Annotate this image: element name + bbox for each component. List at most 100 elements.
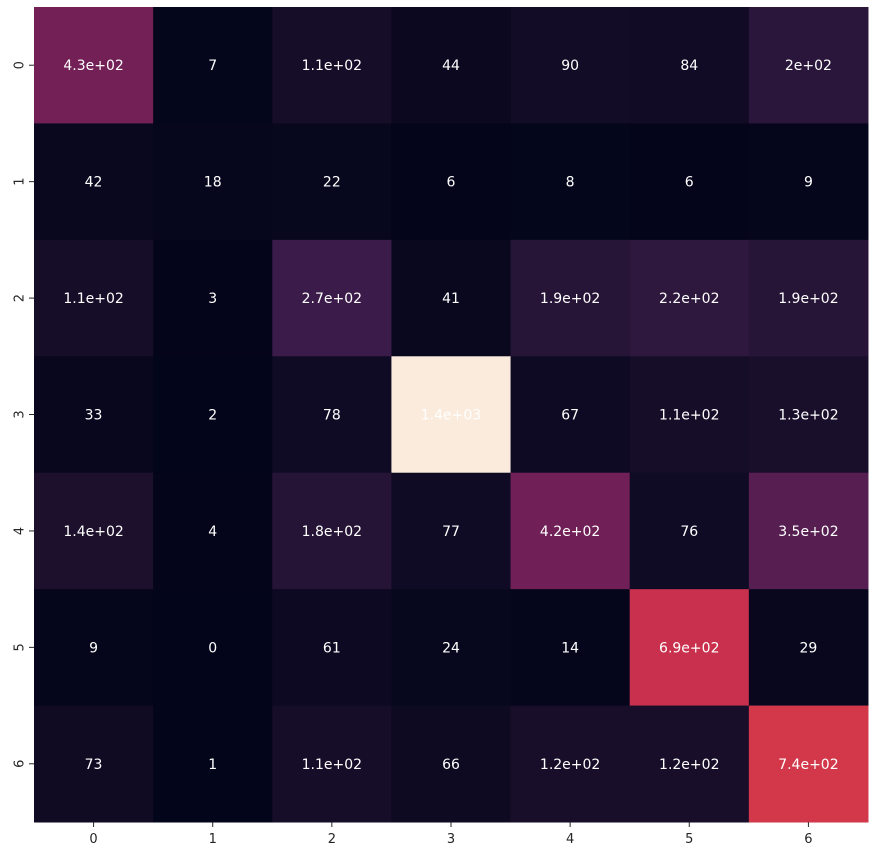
heatmap-cell-r3-c0 [34,356,154,474]
heatmap-cell-r4-c1 [153,472,273,590]
heatmap-cell-r3-c5 [629,356,750,474]
cell-annotation-r2-c3: 41 [442,291,460,307]
cell-annotation-r5-c6: 29 [799,640,817,656]
heatmap-cells [34,7,869,823]
cell-annotation-r5-c4: 14 [561,640,579,656]
heatmap-cell-r5-c1 [153,589,273,707]
heatmap-cell-r4-c3 [391,472,512,590]
cell-annotation-r5-c3: 24 [442,640,460,656]
heatmap-cell-r2-c4 [510,239,631,357]
cell-annotation-r5-c5: 6.9e+02 [659,640,719,656]
cell-annotation-r2-c2: 2.7e+02 [302,291,362,307]
cell-annotation-r2-c5: 2.2e+02 [659,291,719,307]
y-tick-label-1: 1 [13,178,28,186]
heatmap-cell-r1-c4 [510,123,631,241]
y-tick-label-3: 3 [13,410,28,418]
y-axis: 0 1 2 3 4 5 6 [13,61,34,768]
heatmap-cell-r1-c3 [391,123,512,241]
cell-annotation-r2-c0: 1.1e+02 [63,291,123,307]
y-tick-label-4: 4 [13,527,28,535]
cell-annotation-r2-c6: 1.9e+02 [778,291,838,307]
cell-annotation-r4-c4: 4.2e+02 [540,524,600,540]
heatmap-cell-r0-c3 [391,7,512,124]
heatmap-cell-r4-c6 [748,472,869,590]
cell-annotation-r4-c5: 76 [680,524,698,540]
heatmap-cell-r0-c4 [510,7,631,124]
cell-annotation-r6-c0: 73 [85,757,103,773]
cell-annotation-r4-c1: 4 [208,524,217,540]
heatmap-cell-r0-c0 [34,7,154,124]
heatmap-cell-r4-c5 [629,472,750,590]
heatmap-cell-r0-c1 [153,7,273,124]
x-axis: 0 1 2 3 4 5 6 [89,822,813,847]
cell-annotation-r4-c3: 77 [442,524,460,540]
cell-annotation-r0-c6: 2e+02 [785,58,832,74]
cell-annotation-r1-c6: 9 [804,175,813,191]
cell-annotation-r0-c4: 90 [561,58,579,74]
heatmap-cell-r3-c2 [272,356,392,474]
x-tick-label-1: 1 [209,832,217,847]
y-tick-label-0: 0 [13,61,28,69]
heatmap-cell-r4-c2 [272,472,392,590]
heatmap-cell-r6-c6 [748,705,869,823]
heatmap-cell-r3-c3 [391,356,512,474]
heatmap-cell-r5-c0 [34,589,154,707]
heatmap-cell-r1-c5 [629,123,750,241]
heatmap-cell-r6-c5 [629,705,750,823]
heatmap-cell-r4-c4 [510,472,631,590]
heatmap-cell-r0-c6 [748,7,869,124]
heatmap-cell-r0-c5 [629,7,750,124]
cell-annotation-r6-c2: 1.1e+02 [302,757,362,773]
cell-annotation-r3-c6: 1.3e+02 [778,408,838,424]
cell-annotation-r0-c3: 44 [442,58,460,74]
heatmap-cell-r4-c0 [34,472,154,590]
cell-annotation-r5-c0: 9 [89,640,98,656]
heatmap-cell-r3-c1 [153,356,273,474]
heatmap-cell-r3-c4 [510,356,631,474]
cell-annotation-r3-c2: 78 [323,408,341,424]
heatmap-cell-r5-c6 [748,589,869,707]
heatmap-cell-r5-c2 [272,589,392,707]
heatmap-cell-r3-c6 [748,356,869,474]
cell-annotation-r0-c0: 4.3e+02 [63,58,123,74]
heatmap-cell-r1-c6 [748,123,869,241]
cell-annotation-r5-c1: 0 [208,640,217,656]
cell-annotation-r6-c3: 66 [442,757,460,773]
x-tick-label-5: 5 [685,832,693,847]
x-tick-label-3: 3 [447,832,455,847]
cell-annotation-r1-c5: 6 [685,175,694,191]
heatmap-cell-r6-c1 [153,705,273,823]
cell-annotation-r6-c6: 7.4e+02 [778,757,838,773]
heatmap-cell-r6-c4 [510,705,631,823]
cell-annotation-r2-c4: 1.9e+02 [540,291,600,307]
cell-annotation-r3-c3: 1.4e+03 [421,408,481,424]
cell-annotation-r6-c4: 1.2e+02 [540,757,600,773]
cell-annotation-r6-c1: 1 [208,757,217,773]
heatmap-cell-r1-c2 [272,123,392,241]
cell-annotation-r1-c2: 22 [323,175,341,191]
cell-annotation-r6-c5: 1.2e+02 [659,757,719,773]
heatmap-cell-r2-c5 [629,239,750,357]
heatmap-cell-r2-c1 [153,239,273,357]
heatmap-cell-r5-c3 [391,589,512,707]
cell-annotation-r3-c4: 67 [561,408,579,424]
x-tick-label-2: 2 [328,832,336,847]
cell-annotation-r0-c1: 7 [208,58,217,74]
cell-annotation-r4-c2: 1.8e+02 [302,524,362,540]
heatmap-cell-r6-c2 [272,705,392,823]
heatmap-cell-r5-c4 [510,589,631,707]
cell-annotation-r3-c5: 1.1e+02 [659,408,719,424]
heatmap-cell-r2-c6 [748,239,869,357]
cell-annotation-r0-c2: 1.1e+02 [302,58,362,74]
cell-annotation-r2-c1: 3 [208,291,217,307]
heatmap-cell-r6-c0 [34,705,154,823]
cell-annotation-r1-c1: 18 [204,175,222,191]
heatmap-cell-r1-c0 [34,123,154,241]
cell-annotation-r1-c0: 42 [85,175,103,191]
cell-annotation-r3-c1: 2 [208,408,217,424]
y-tick-label-6: 6 [13,760,28,768]
heatmap-cell-r0-c2 [272,7,392,124]
cell-annotation-r1-c4: 8 [566,175,575,191]
